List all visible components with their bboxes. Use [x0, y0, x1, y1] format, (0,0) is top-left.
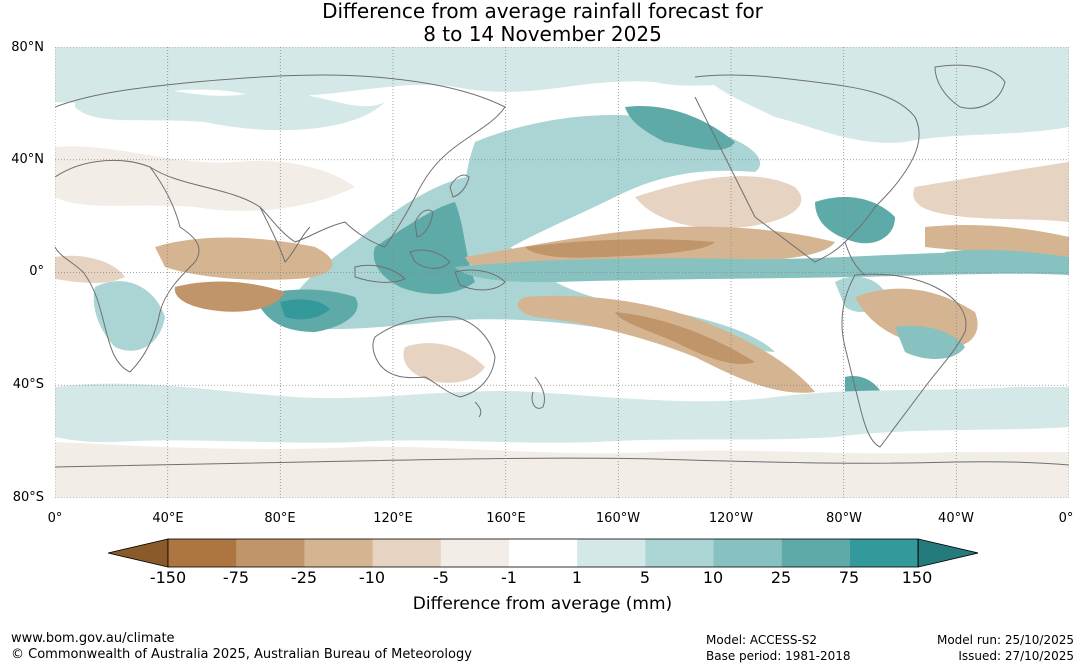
anomaly-field — [55, 47, 1069, 498]
colorbar-tick-9: 10 — [702, 568, 724, 587]
rainfall-anomaly-map — [55, 47, 1069, 498]
footer-left: www.bom.gov.au/climate © Commonwealth of… — [11, 631, 472, 663]
lat-label-40s: 40°S — [12, 377, 44, 392]
colorbar-tick-8: 5 — [639, 568, 651, 587]
colorbar-tick-4: -10 — [358, 568, 386, 587]
footer-model-info: Model: ACCESS-S2 Base period: 1981-2018 — [706, 632, 851, 664]
issued-date: Issued: 27/10/2025 — [958, 649, 1074, 663]
lat-label-0: 0° — [29, 264, 44, 279]
colorbar-segment — [850, 539, 919, 567]
colorbar-segment — [440, 539, 510, 567]
colorbar-tick-7: 1 — [571, 568, 583, 587]
lon-label-40w: 40°W — [938, 511, 974, 526]
colorbar-segment — [577, 539, 646, 567]
footer-dates: Model run: 25/10/2025 Issued: 27/10/2025 — [937, 632, 1074, 664]
website-link[interactable]: www.bom.gov.au/climate — [11, 631, 175, 646]
colorbar-segment — [645, 539, 715, 567]
colorbar-tick-6: -1 — [501, 568, 517, 587]
title-line-1: Difference from average rainfall forecas… — [322, 0, 763, 23]
colorbar-tick-5: -5 — [433, 568, 449, 587]
colorbar-title: Difference from average (mm) — [412, 594, 673, 614]
colorbar-segment — [304, 539, 374, 567]
copyright-text: © Commonwealth of Australia 2025, Austra… — [11, 647, 472, 662]
title-line-2: 8 to 14 November 2025 — [423, 22, 662, 46]
colorbar-tick-2: -75 — [222, 568, 250, 587]
lon-label-80e: 80°E — [264, 511, 296, 526]
map-canvas — [55, 47, 1069, 498]
coastlines — [55, 64, 1069, 468]
map-title: Difference from average rainfall forecas… — [0, 0, 1085, 46]
model-run-date: Model run: 25/10/2025 — [936, 633, 1074, 647]
colorbar-segment — [236, 539, 305, 567]
lon-label-0-right: 0° — [1058, 511, 1074, 526]
colorbar-extend-low — [108, 538, 169, 568]
model-name: Model: ACCESS-S2 — [706, 633, 818, 647]
graticule — [55, 47, 1069, 498]
colorbar-segment — [168, 539, 237, 567]
colorbar-tick-1: -150 — [149, 568, 187, 587]
lon-label-0-left: 0° — [47, 511, 63, 526]
lat-label-80n: 80°N — [11, 40, 44, 55]
colorbar-tick-10: 25 — [770, 568, 792, 587]
colorbar-segment — [509, 539, 578, 567]
lon-label-160w: 160°W — [595, 511, 641, 526]
lon-label-80w: 80°W — [826, 511, 862, 526]
colorbar-tick-3: -25 — [290, 568, 318, 587]
base-period: Base period: 1981-2018 — [706, 649, 851, 663]
colorbar-tick-11: 75 — [838, 568, 860, 587]
lat-label-40n: 40°N — [11, 152, 44, 167]
lat-label-80s: 80°S — [12, 490, 44, 505]
colorbar-segment — [372, 539, 442, 567]
lon-label-160e: 160°E — [486, 511, 526, 526]
colorbar-segment — [713, 539, 783, 567]
lon-label-40e: 40°E — [152, 511, 184, 526]
colorbar-legend — [108, 538, 978, 568]
lon-label-120e: 120°E — [373, 511, 413, 526]
colorbar-segment — [781, 539, 851, 567]
lon-label-120w: 120°W — [708, 511, 754, 526]
colorbar-tick-12: 150 — [901, 568, 933, 587]
colorbar-extend-high — [917, 538, 978, 568]
